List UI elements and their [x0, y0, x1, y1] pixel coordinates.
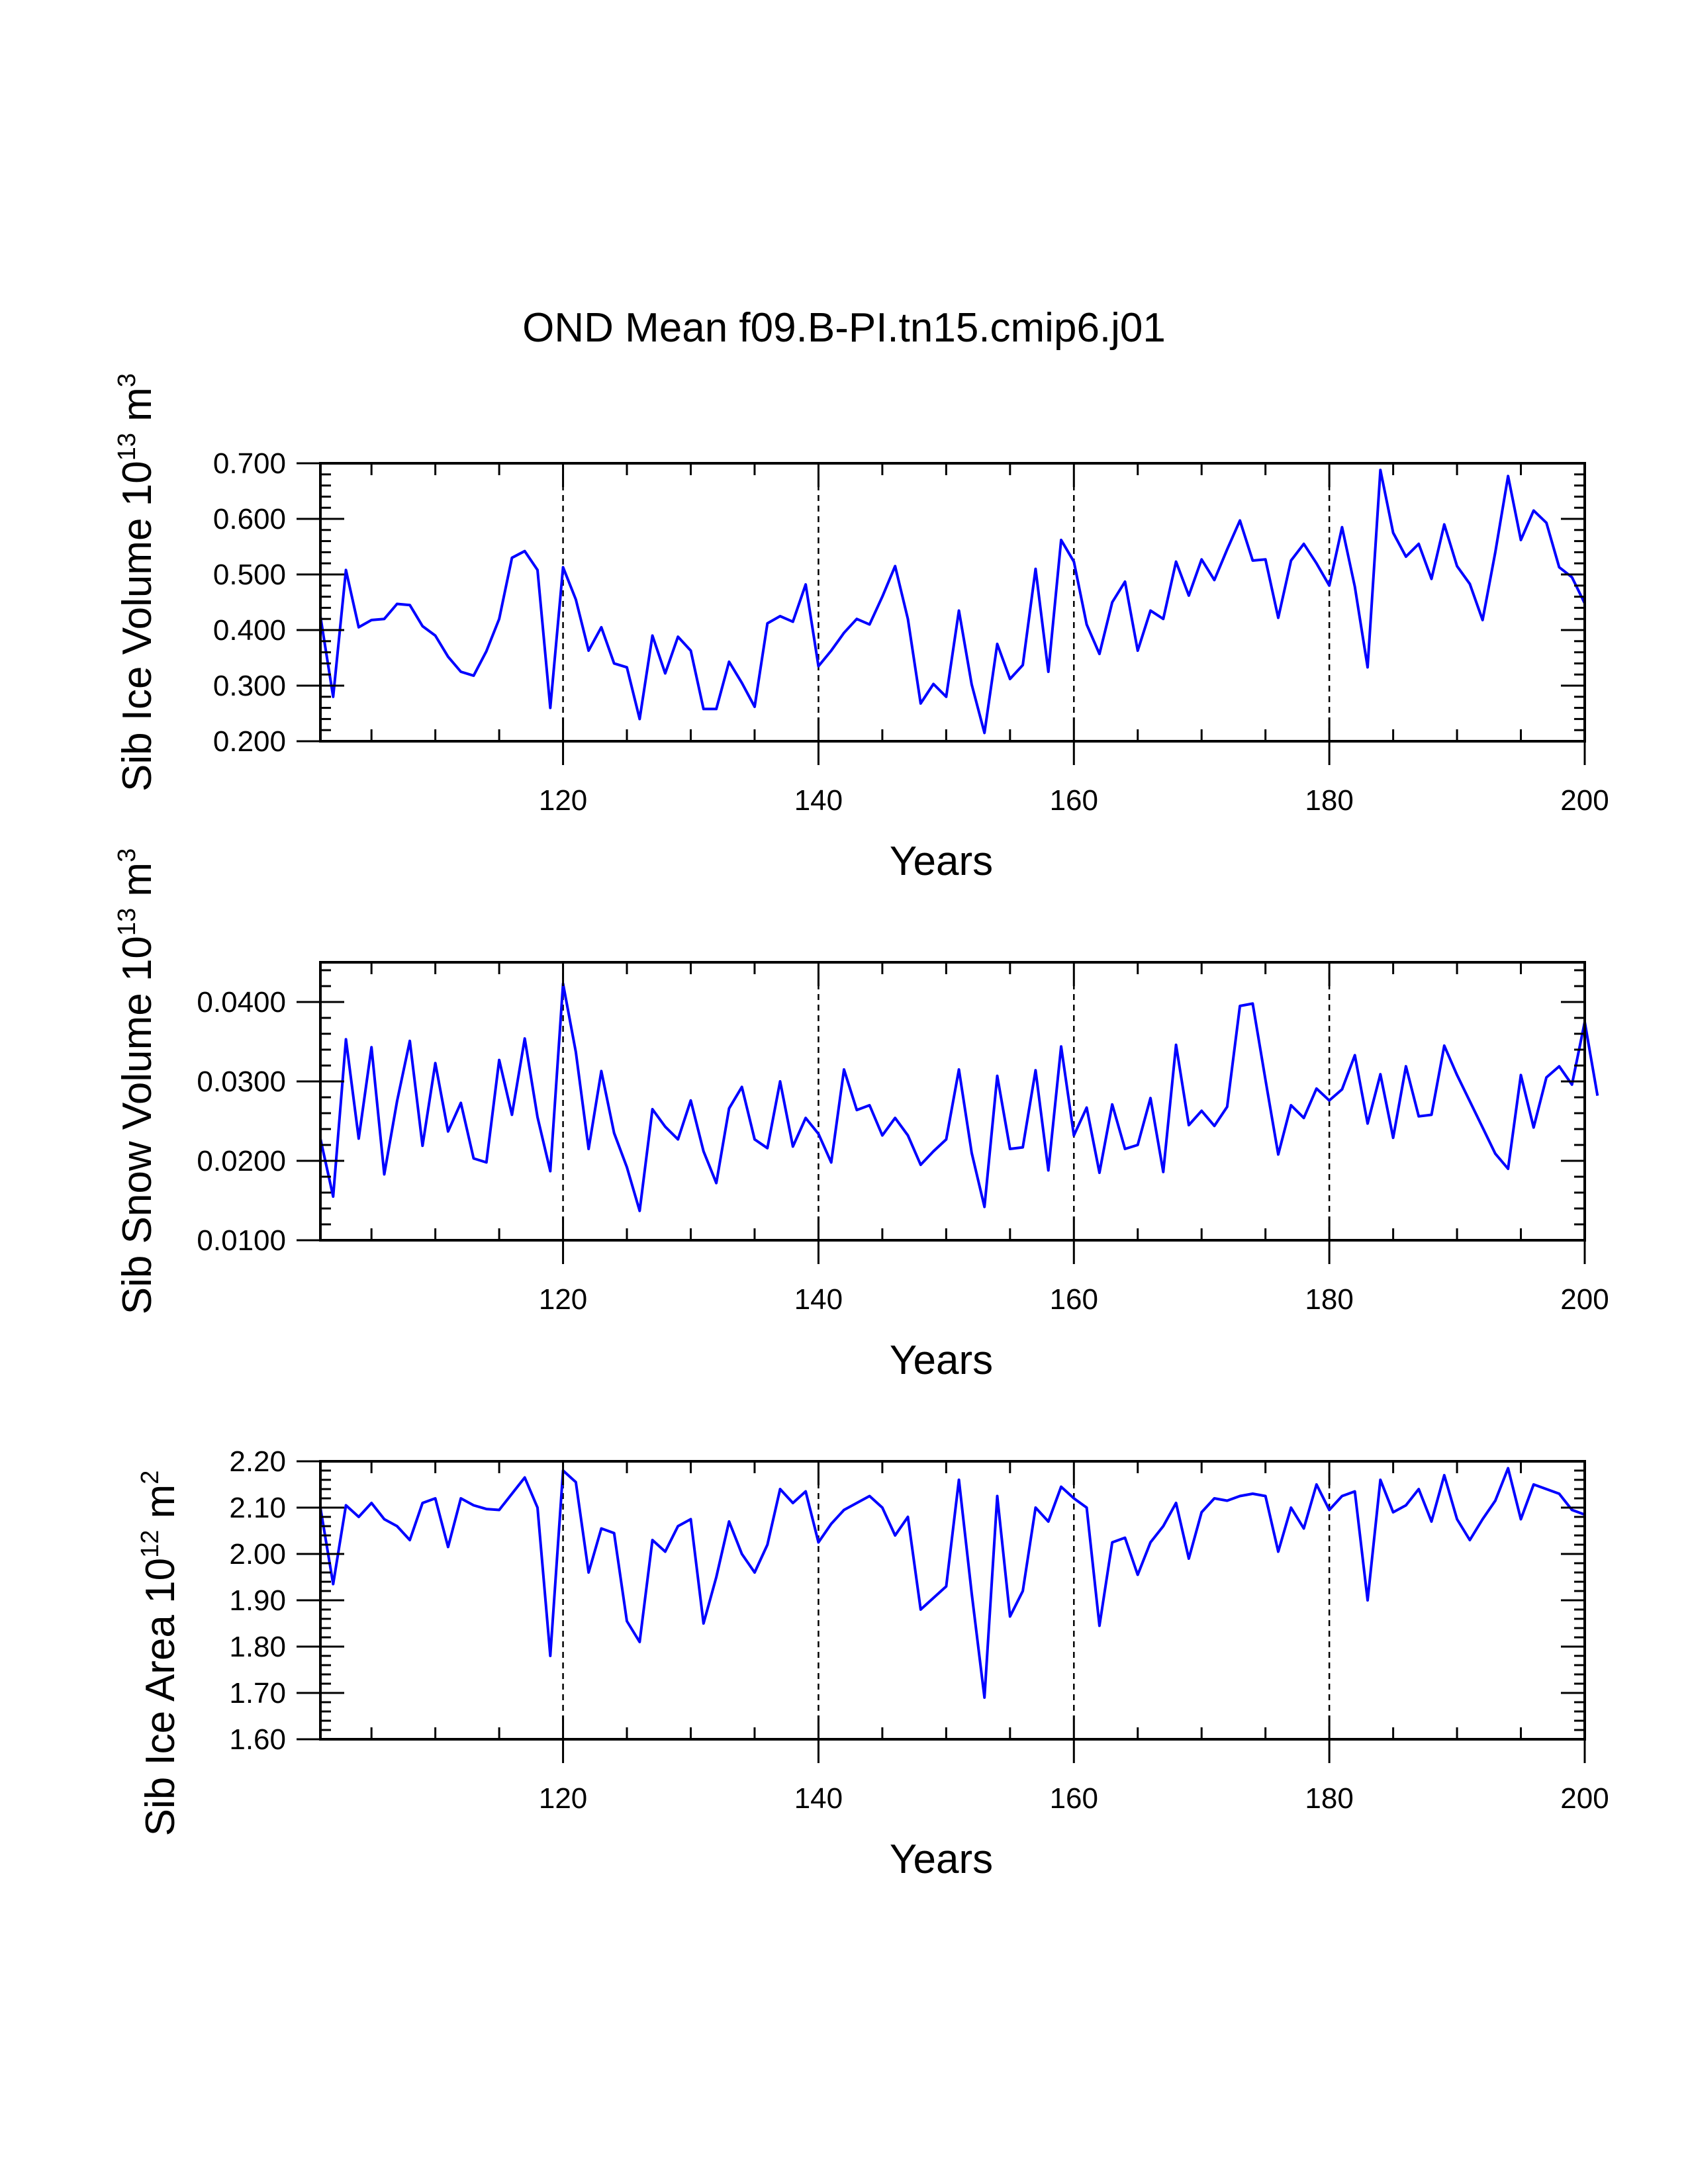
snow-volume-y-tick-label: 0.0200 [197, 1145, 286, 1177]
panel-snow-volume: Sib Snow Volume 1013 m3 Years 0.0100 0.02… [113, 848, 1609, 1383]
ice-area-ylabel-exp1: 12 [136, 1530, 164, 1558]
ice-area-y-tick-label: 1.80 [229, 1631, 286, 1663]
snow-volume-x-axis-label: Years [890, 1338, 993, 1383]
ice-volume-plot: 0.200 0.300 0.400 0.500 0.600 0.700 120 140 160 1… [213, 447, 1609, 817]
ice-volume-ylabel-text: Sib Ice Volume 10 [115, 461, 160, 792]
ice-volume-y-tick-label: 0.400 [213, 614, 286, 647]
ice-volume-y-tick-label: 0.500 [213, 559, 286, 591]
snow-volume-ylabel-exp2: 3 [113, 848, 141, 862]
ice-volume-y-tick-label: 0.200 [213, 725, 286, 758]
figure-title: OND Mean f09.B-PI.tn15.cmip6.j01 [522, 305, 1166, 351]
ice-area-plot-frame [319, 1460, 1586, 1741]
ice-volume-x-tick-label: 140 [794, 784, 843, 817]
snow-volume-ylabel-exp1: 13 [113, 908, 141, 936]
svg-text:Sib Ice Volume 1013 m3: Sib Ice Volume 1013 m3 [113, 373, 160, 792]
ice-area-x-tick-label: 120 [539, 1782, 587, 1815]
ice-area-ylabel-unit: m [138, 1484, 183, 1530]
ice-volume-ylabel-unit: m [115, 387, 160, 433]
svg-text:Sib Snow Volume 1013 m3: Sib Snow Volume 1013 m3 [113, 848, 160, 1314]
snow-volume-x-tick-label: 120 [539, 1283, 587, 1316]
ice-area-y-axis-label: Sib Ice Area 1012 m2 [136, 1471, 183, 1837]
ice-area-x-tick-label: 180 [1305, 1782, 1353, 1815]
snow-volume-y-axis-label: Sib Snow Volume 1013 m3 [113, 848, 160, 1314]
snow-volume-series-line [319, 982, 1599, 1212]
panel-ice-volume: Sib Ice Volume 1013 m3 Years 0.2000.3000… [113, 373, 1609, 884]
ice-area-y-tick-label: 1.70 [229, 1677, 286, 1709]
snow-volume-y-tick-label: 0.0300 [197, 1066, 286, 1098]
ice-area-y-tick-label: 2.00 [229, 1538, 286, 1570]
ice-volume-ylabel-exp2: 3 [113, 373, 141, 387]
snow-volume-x-tick-label: 140 [794, 1283, 843, 1316]
panel-ice-area: Sib Ice Area 1012 m2 Years 1.601.701.801… [136, 1445, 1609, 1882]
snow-volume-y-tick-label: 0.0100 [197, 1224, 286, 1257]
ice-volume-x-tick-label: 180 [1305, 784, 1353, 817]
ice-area-series-line [319, 1467, 1585, 1699]
ice-area-y-tick-label: 2.10 [229, 1492, 286, 1524]
snow-volume-x-tick-label: 180 [1305, 1283, 1353, 1316]
ice-volume-x-tick-label: 200 [1560, 784, 1609, 817]
ice-area-x-tick-label: 160 [1050, 1782, 1098, 1815]
svg-text:Sib Ice Area 1012 m2: Sib Ice Area 1012 m2 [136, 1471, 183, 1837]
ice-volume-plot-frame [319, 462, 1586, 743]
ice-area-y-tick-label: 1.60 [229, 1723, 286, 1756]
ice-area-x-tick-label: 140 [794, 1782, 843, 1815]
ice-area-x-tick-label: 200 [1560, 1782, 1609, 1815]
ice-volume-ylabel-exp1: 13 [113, 433, 141, 461]
ice-area-ylabel-exp2: 2 [136, 1471, 164, 1484]
ice-area-y-tick-label: 1.90 [229, 1584, 286, 1617]
snow-volume-ylabel-text: Sib Snow Volume 10 [115, 936, 160, 1314]
snow-volume-ylabel-unit: m [115, 862, 160, 908]
snow-volume-x-tick-label: 160 [1050, 1283, 1098, 1316]
ice-area-ylabel-text: Sib Ice Area 10 [138, 1558, 183, 1837]
ice-volume-series-line [319, 469, 1586, 735]
snow-volume-y-tick-label: 0.0400 [197, 986, 286, 1019]
snow-volume-plot: 0.0100 0.0200 0.0300 0.0400 120 140 160 180 200 [197, 961, 1609, 1316]
ice-volume-y-tick-label: 0.700 [213, 447, 286, 480]
snow-volume-plot-frame [319, 961, 1586, 1242]
ice-volume-y-axis-label: Sib Ice Volume 1013 m3 [113, 373, 160, 792]
ice-volume-x-tick-label: 160 [1050, 784, 1098, 817]
ice-area-y-tick-label: 2.20 [229, 1445, 286, 1478]
ice-area-plot: 1.60 1.70 1.80 1.90 2.00 2.10 2.20 120 140 160 180… [229, 1445, 1609, 1815]
ice-volume-y-tick-label: 0.300 [213, 670, 286, 702]
ice-volume-x-tick-label: 120 [539, 784, 587, 817]
ice-area-x-axis-label: Years [890, 1837, 993, 1882]
ice-volume-y-tick-label: 0.600 [213, 503, 286, 535]
ice-volume-x-axis-label: Years [890, 839, 993, 884]
snow-volume-x-tick-label: 200 [1560, 1283, 1609, 1316]
